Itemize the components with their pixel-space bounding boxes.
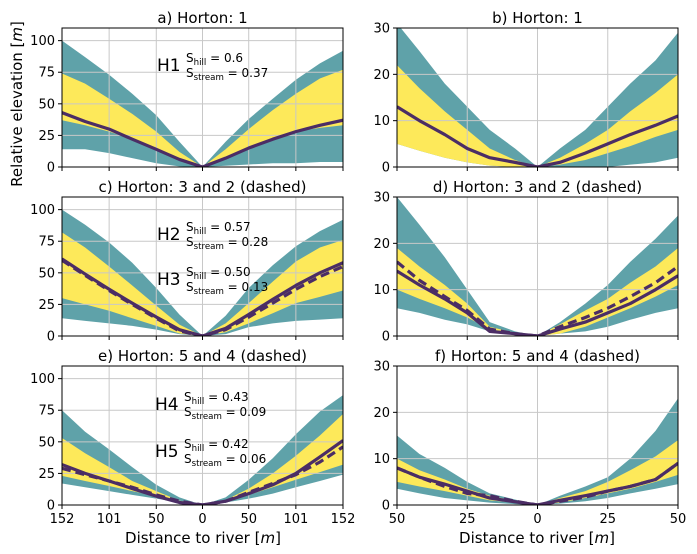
x-tick-label: 25 xyxy=(459,512,476,527)
y-tick-label: 100 xyxy=(30,203,55,218)
y-tick-label: 100 xyxy=(30,372,55,387)
panel-title: f) Horton: 5 and 4 (dashed) xyxy=(435,347,640,365)
inner-band xyxy=(62,414,343,505)
y-tick-label: 10 xyxy=(373,283,390,298)
x-tick-label: 152 xyxy=(50,512,75,527)
s-hill-label: Shill​ = 0.42 xyxy=(184,437,249,454)
x-tick-label: 152 xyxy=(331,512,356,527)
panel-title: a) Horton: 1 xyxy=(157,9,247,27)
plot-area xyxy=(397,197,678,336)
panel-title: b) Horton: 1 xyxy=(492,9,583,27)
hypsometry-label: H2 xyxy=(157,225,181,245)
y-tick-label: 50 xyxy=(38,266,55,281)
y-tick-label: 0 xyxy=(47,330,55,345)
y-tick-label: 75 xyxy=(38,235,55,250)
median-line xyxy=(62,439,343,505)
y-tick-label: 30 xyxy=(373,360,390,375)
panel-title: d) Horton: 3 and 2 (dashed) xyxy=(433,178,642,196)
s-hill-label: Shill​ = 0.50 xyxy=(186,265,251,282)
panel-title: e) Horton: 5 and 4 (dashed) xyxy=(98,347,307,365)
y-tick-label: 20 xyxy=(373,406,390,421)
s-stream-label: Sstream​ = 0.09 xyxy=(184,405,266,422)
hypsometry-label: H1 xyxy=(157,56,181,76)
median-line-dashed xyxy=(397,260,678,336)
median-line xyxy=(397,105,678,167)
y-tick-label: 25 xyxy=(38,129,55,144)
x-tick-label: 50 xyxy=(240,512,257,527)
y-tick-label: 10 xyxy=(373,452,390,467)
panel-f: 0 10 20 30 50 25 0 25 50 f) Horton: 5 and 4 (dash… xyxy=(373,347,686,527)
plot-area xyxy=(62,366,343,505)
plot-area xyxy=(62,28,343,167)
inner-band xyxy=(62,232,343,336)
y-tick-label: 0 xyxy=(47,499,55,514)
y-tick-label: 100 xyxy=(30,34,55,49)
s-stream-label: Sstream​ = 0.13 xyxy=(186,280,268,297)
y-tick-label: 25 xyxy=(38,298,55,313)
hypsometry-label: H5 xyxy=(155,442,179,462)
median-line xyxy=(397,269,678,336)
x-axis-label-right: Distance to river [m] xyxy=(459,529,615,547)
y-tick-label: 0 xyxy=(382,330,390,345)
x-axis-label-left: Distance to river [m] xyxy=(125,529,281,547)
s-hill-label: Shill​ = 0.6 xyxy=(186,51,243,68)
hypsometry-label: H3 xyxy=(157,270,181,290)
y-tick-label: 0 xyxy=(382,499,390,514)
plot-area xyxy=(397,28,678,167)
median-line xyxy=(62,257,343,336)
y-tick-label: 0 xyxy=(47,161,55,176)
s-stream-label: Sstream​ = 0.06 xyxy=(184,452,266,469)
y-tick-label: 75 xyxy=(38,66,55,81)
y-tick-label: 0 xyxy=(382,161,390,176)
x-tick-label: 50 xyxy=(670,512,687,527)
x-tick-label: 101 xyxy=(283,512,308,527)
x-tick-label: 50 xyxy=(389,512,406,527)
x-tick-label: 25 xyxy=(599,512,616,527)
median-line xyxy=(62,111,343,167)
x-tick-label: 0 xyxy=(198,512,206,527)
hypsometry-label: H4 xyxy=(155,395,179,415)
panel-title: c) Horton: 3 and 2 (dashed) xyxy=(99,178,307,196)
plot-area xyxy=(397,366,678,505)
y-tick-label: 20 xyxy=(373,68,390,83)
y-tick-label: 20 xyxy=(373,237,390,252)
inner-band xyxy=(62,69,343,167)
y-tick-label: 30 xyxy=(373,191,390,206)
y-tick-label: 10 xyxy=(373,114,390,129)
y-tick-label: 25 xyxy=(38,467,55,482)
y-tick-label: 50 xyxy=(38,97,55,112)
s-hill-label: Shill​ = 0.43 xyxy=(184,390,249,407)
panel-b: 0 10 20 30 b) Horton: 1 xyxy=(373,9,679,176)
panel-d: 0 10 20 30 d) Horton: 3 and 2 (dashed) xyxy=(373,178,679,345)
s-hill-label: Shill​ = 0.57 xyxy=(186,220,251,237)
x-tick-label: 50 xyxy=(148,512,165,527)
x-tick-label: 101 xyxy=(97,512,122,527)
plot-area xyxy=(62,197,343,336)
y-tick-label: 75 xyxy=(38,404,55,419)
y-axis-label: Relative elevation [m] xyxy=(8,21,26,187)
s-stream-label: Sstream​ = 0.28 xyxy=(186,235,268,252)
median-line xyxy=(397,462,678,505)
y-tick-label: 30 xyxy=(373,22,390,37)
panel-e: 0 25 50 75 100 152 101 50 0 50 101 152 e) Horton: 5 … xyxy=(30,347,355,527)
y-tick-label: 50 xyxy=(38,435,55,450)
x-tick-label: 0 xyxy=(533,512,541,527)
panel-a: 0 25 50 75 100 a) Horton: 1 H1 Shill​ = 0.6Sstr… xyxy=(30,9,344,176)
panel-c: 0 25 50 75 100 c) Horton: 3 and 2 (dashed) H2 S… xyxy=(30,178,344,345)
s-stream-label: Sstream​ = 0.37 xyxy=(186,66,268,83)
